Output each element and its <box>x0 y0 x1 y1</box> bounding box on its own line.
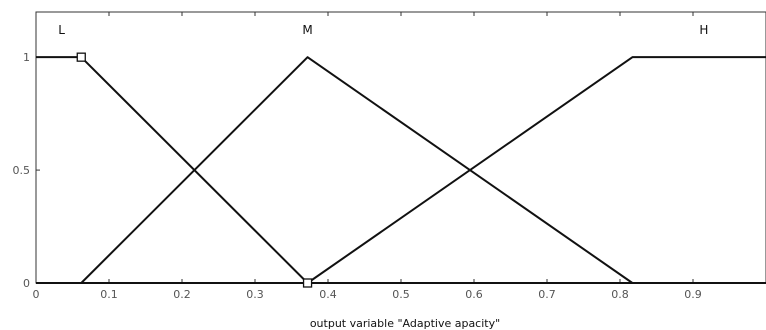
x-tick-label: 0.8 <box>611 288 629 301</box>
series-line-H <box>36 56 766 284</box>
series-label-M: M <box>302 23 312 37</box>
axes: 0 0.1 0.2 0.3 0.4 0.5 0.6 0.7 0.8 0.9 0 0.5 1 <box>13 11 766 301</box>
x-tick-label: 0.5 <box>392 288 410 301</box>
y-tick-label: 0.5 <box>13 164 31 177</box>
x-tick-label: 0.1 <box>100 288 118 301</box>
series-line-M <box>36 56 766 284</box>
labels-group: output variable "Adaptive apacity" L M H <box>58 23 708 330</box>
marker-square-0 <box>76 52 86 62</box>
x-axis-title: output variable "Adaptive apacity" <box>310 317 500 330</box>
y-tick-label: 1 <box>23 51 30 64</box>
series-label-L: L <box>58 23 65 37</box>
marker-square-1 <box>302 278 313 288</box>
y-tick-label: 0 <box>23 277 30 290</box>
series-line-L <box>36 56 766 284</box>
series-label-H: H <box>699 23 708 37</box>
x-tick-label: 0.9 <box>684 288 702 301</box>
series-group <box>36 52 766 288</box>
x-tick-label: 0.2 <box>173 288 191 301</box>
x-tick-label: 0.4 <box>319 288 337 301</box>
x-tick-label: 0.6 <box>465 288 483 301</box>
x-tick-label: 0.3 <box>246 288 264 301</box>
plot-frame <box>35 11 766 284</box>
x-tick-label: 0 <box>33 288 40 301</box>
x-tick-label: 0.7 <box>538 288 556 301</box>
